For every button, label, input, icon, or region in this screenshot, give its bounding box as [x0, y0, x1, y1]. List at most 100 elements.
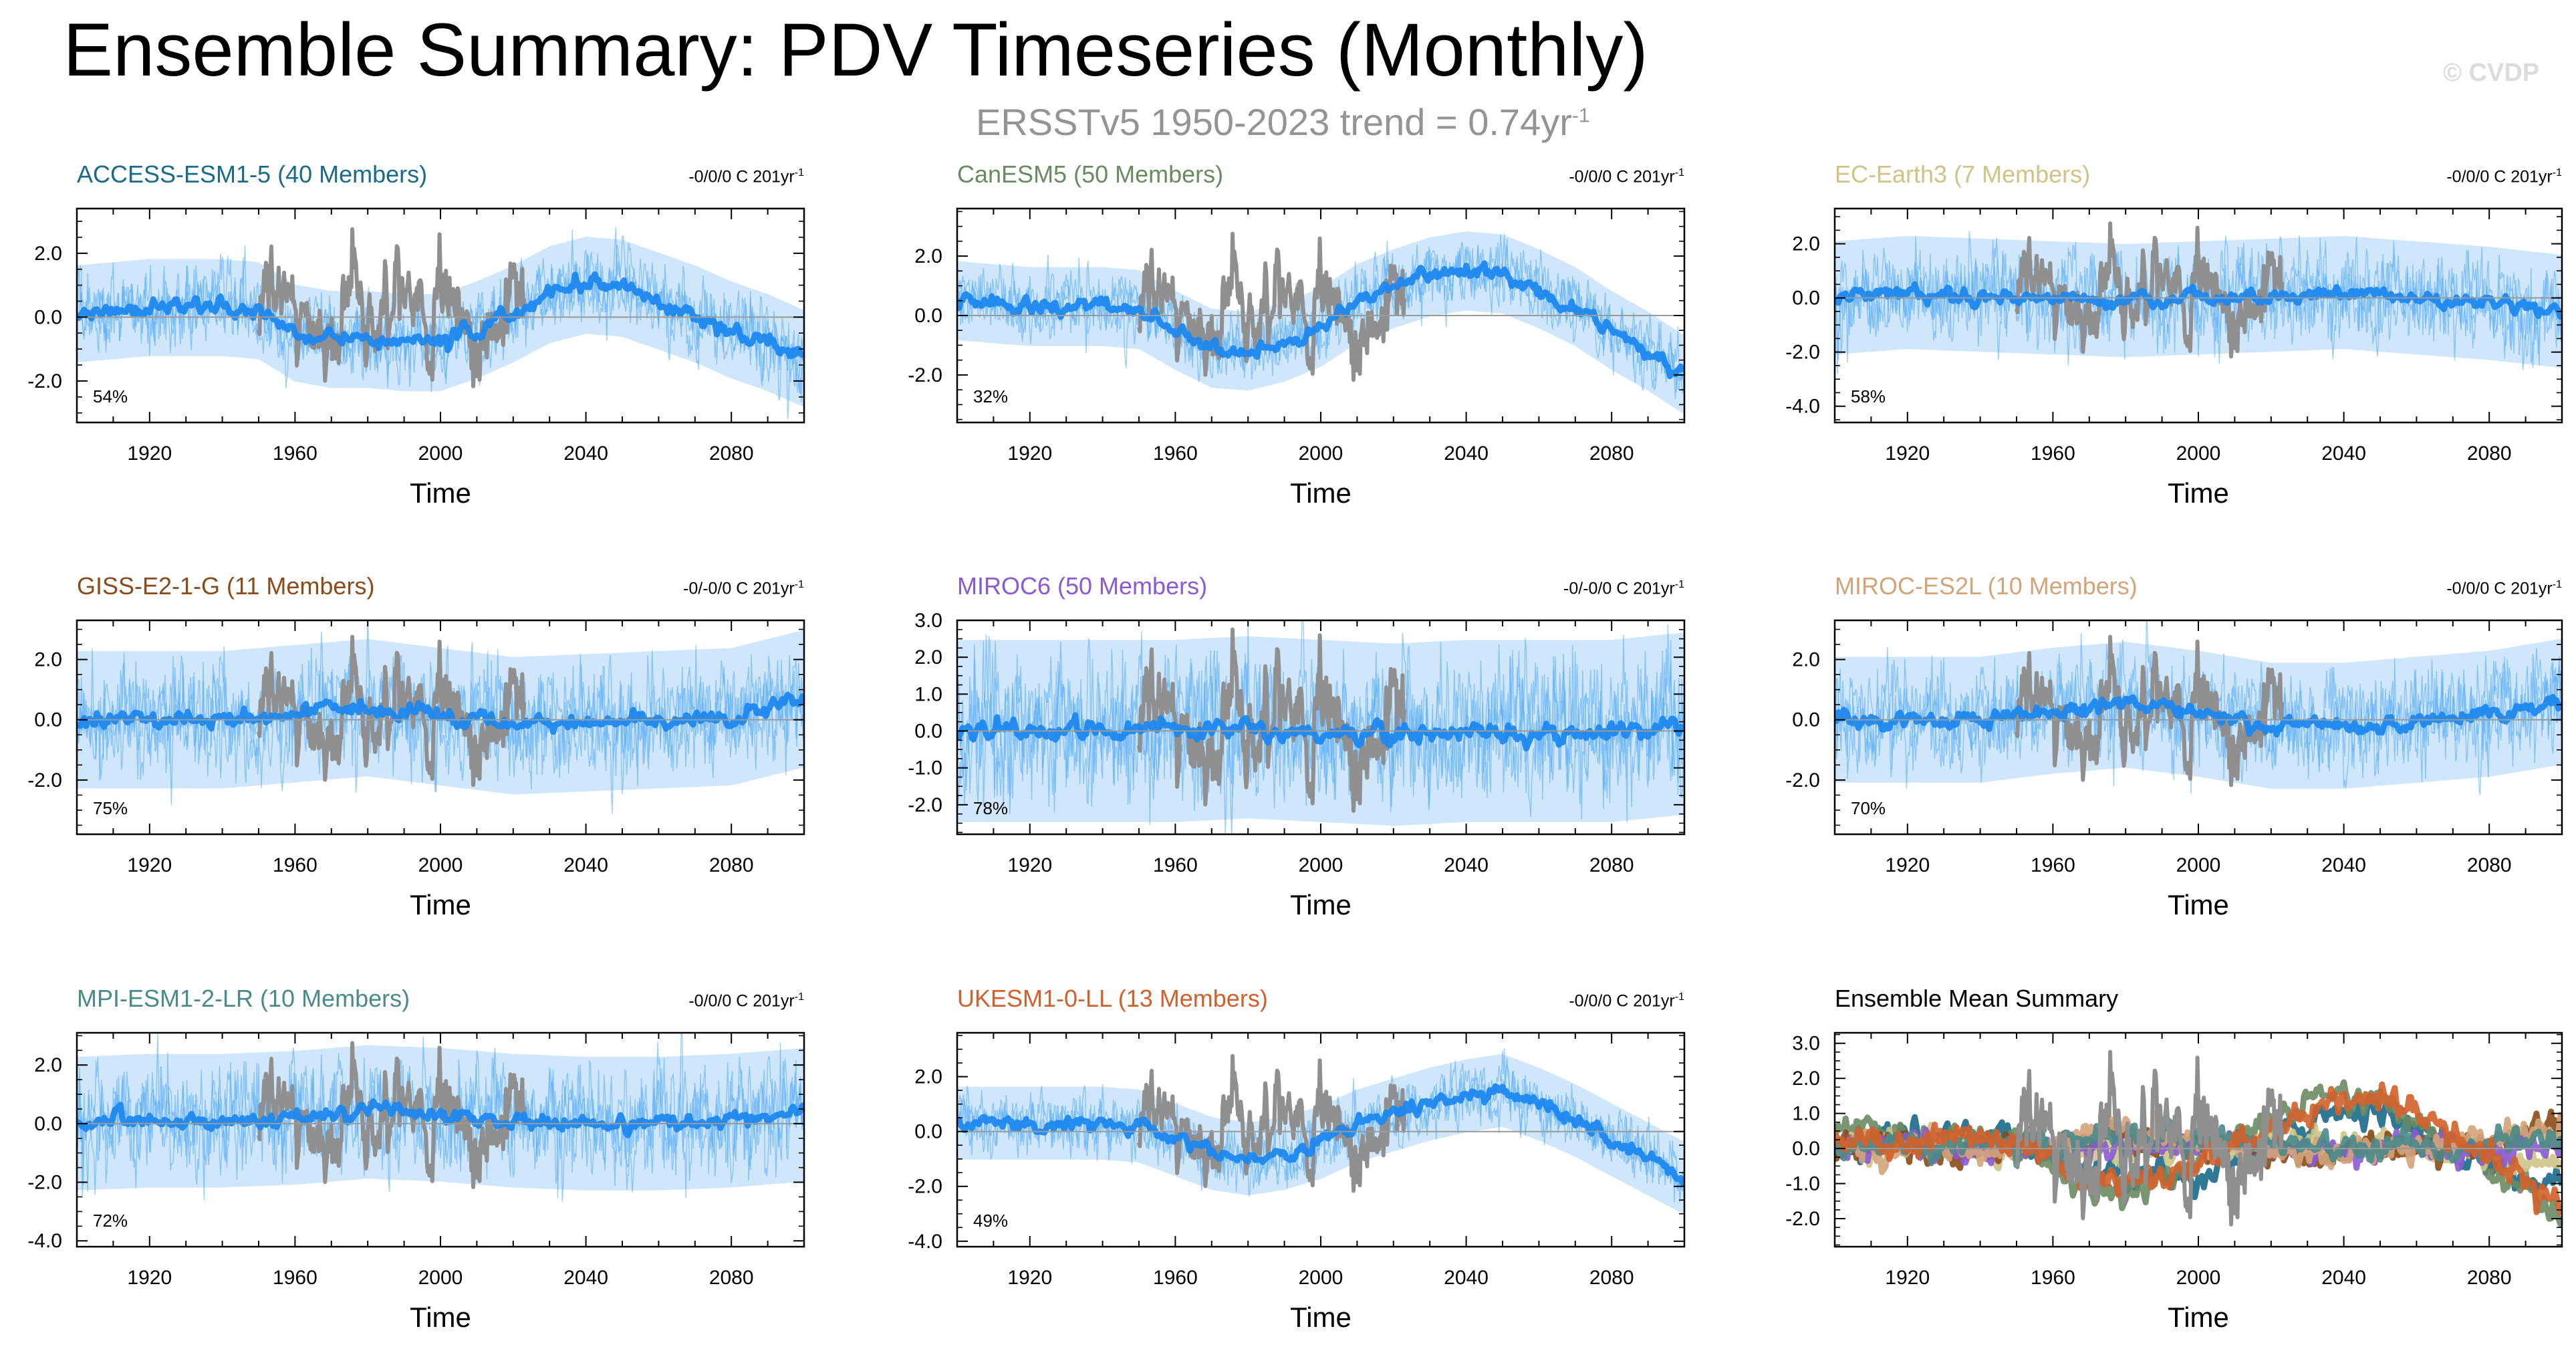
panel-title: UKESM1-0-LL (13 Members) — [957, 985, 1268, 1012]
x-tick-label: 2000 — [2176, 1267, 2221, 1289]
x-axis-label: Time — [1290, 477, 1351, 509]
x-tick-label: 2080 — [2467, 1267, 2512, 1289]
x-tick-label: 2000 — [418, 1267, 463, 1289]
y-tick-label: -4.0 — [908, 1231, 942, 1253]
percent-label: 32% — [973, 386, 1008, 406]
plot-area — [957, 1048, 1684, 1215]
plot-area — [1835, 1050, 2562, 1228]
summary-observation-line — [2015, 1050, 2285, 1227]
x-tick-label: 2000 — [418, 443, 463, 465]
panel-trend-text: -0/-0/0 C 201yr — [683, 579, 795, 598]
y-tick-label: -2.0 — [27, 1172, 62, 1194]
range-shading — [1835, 235, 2562, 368]
x-tick-label: 2000 — [418, 854, 463, 876]
y-tick-label: 2.0 — [1792, 1068, 1820, 1090]
panel-trend-text: -0/0/0 C 201yr — [688, 991, 795, 1011]
panel-title: ACCESS-ESM1-5 (40 Members) — [77, 160, 428, 188]
plot-area — [77, 620, 804, 814]
observation-line — [257, 1041, 527, 1189]
observation-line — [1137, 1054, 1407, 1193]
panel-trend-text: -0/0/0 C 201yr — [1569, 167, 1675, 187]
panel-trend-superscript: -1 — [1674, 991, 1684, 1003]
y-tick-label: 2.0 — [34, 1054, 62, 1076]
y-tick-label: 2.0 — [1792, 649, 1820, 671]
x-tick-label: 2040 — [563, 1267, 608, 1289]
panel-trend-text: -0/0/0 C 201yr — [1569, 991, 1675, 1011]
observation-line — [257, 227, 527, 388]
x-tick-label: 2040 — [563, 443, 608, 465]
x-tick-label: 2080 — [1589, 854, 1634, 876]
x-tick-label: 1960 — [1153, 854, 1198, 876]
panel-trend: -0/-0/0 C 201yr-1 — [1563, 579, 1684, 598]
x-tick-label: 1960 — [273, 1267, 317, 1289]
x-axis-label: Time — [1290, 889, 1351, 920]
x-tick-label: 1920 — [1885, 443, 1930, 465]
ensemble-mean-line — [77, 271, 804, 360]
x-tick-label: 2080 — [1589, 443, 1634, 465]
percent-label: 72% — [93, 1211, 128, 1231]
ensemble-mean-line — [1835, 694, 2562, 738]
x-axis-label: Time — [2168, 889, 2229, 920]
x-tick-label: 1960 — [2031, 443, 2075, 465]
y-tick-label: 0.0 — [1792, 287, 1820, 310]
x-tick-label: 1920 — [127, 1267, 172, 1289]
panel-title: MIROC-ES2L (10 Members) — [1835, 572, 2138, 600]
plot-area — [957, 231, 1684, 414]
x-tick-label: 2000 — [1299, 854, 1343, 876]
x-tick-label: 1920 — [1007, 854, 1052, 876]
y-tick-label: 2.0 — [34, 649, 62, 671]
chart-panel-1: 1920 1960 2000 2040 2080 -2.0 0.0 2.0 Time 32% — [908, 207, 1686, 509]
panel-trend-superscript: -1 — [794, 579, 804, 590]
x-tick-label: 2000 — [2176, 854, 2221, 876]
x-tick-label: 2080 — [2467, 854, 2512, 876]
x-tick-label: 2040 — [2321, 854, 2366, 876]
ensemble-mean-line — [957, 1083, 1684, 1186]
chart-panel-5: 1920 1960 2000 2040 2080 -2.0 0.0 2.0 Time 70% — [1785, 619, 2563, 920]
panel-title: MIROC6 (50 Members) — [957, 572, 1208, 600]
y-tick-label: 0.0 — [914, 721, 942, 743]
observation-trend-label: ERSSTv5 1950-2023 trend = 0.74yr-1 — [976, 100, 1590, 144]
chart-panel-0: 1920 1960 2000 2040 2080 -2.0 0.0 2.0 Time 54% — [27, 207, 805, 509]
panel-title: MPI-ESM1-2-LR (10 Members) — [77, 985, 410, 1012]
x-axis-label: Time — [410, 477, 471, 509]
y-tick-label: -2.0 — [908, 364, 942, 386]
panel-trend-superscript: -1 — [1674, 167, 1684, 178]
panel-trend: -0/0/0 C 201yr-1 — [1569, 167, 1684, 187]
y-tick-label: 0.0 — [34, 306, 62, 328]
y-tick-label: -1.0 — [908, 757, 942, 779]
x-axis-label: Time — [2168, 1302, 2229, 1333]
summary-line-ukesm1-0-ll — [1835, 1081, 2562, 1216]
panel-title: EC-Earth3 (7 Members) — [1835, 160, 2091, 188]
x-tick-label: 1920 — [127, 443, 172, 465]
y-tick-label: 0.0 — [34, 1113, 62, 1135]
percent-label: 49% — [973, 1211, 1008, 1231]
y-tick-label: 0.0 — [914, 1121, 942, 1143]
panel-trend: -0/0/0 C 201yr-1 — [2446, 579, 2562, 598]
y-tick-label: -4.0 — [27, 1230, 62, 1252]
panel-title: CanESM5 (50 Members) — [957, 160, 1224, 188]
y-tick-label: 2.0 — [34, 243, 62, 265]
chart-panel-4: 1920 1960 2000 2040 2080 -2.0 -1.0 0.0 1.0 2.0 3.0… — [908, 610, 1686, 920]
y-tick-label: 2.0 — [914, 1066, 942, 1088]
panel-trend-superscript: -1 — [2552, 167, 2562, 178]
x-tick-label: 1960 — [2031, 1267, 2075, 1289]
x-tick-label: 2080 — [709, 1267, 754, 1289]
panel-trend-text: -0/0/0 C 201yr — [688, 167, 795, 187]
ensemble-mean-line — [957, 260, 1684, 380]
panel-trend-superscript: -1 — [794, 991, 804, 1003]
y-tick-label: -2.0 — [1785, 769, 1820, 791]
plot-area — [77, 1033, 804, 1202]
x-tick-label: 1920 — [1007, 443, 1052, 465]
y-tick-label: -2.0 — [1785, 342, 1820, 364]
chart-panel-8: 1920 1960 2000 2040 2080 -2.0 -1.0 0.0 1.0 2.0 3.0… — [1785, 1031, 2563, 1333]
y-tick-label: -1.0 — [1785, 1173, 1820, 1195]
plot-area — [1835, 221, 2562, 374]
x-tick-label: 1920 — [1007, 1267, 1052, 1289]
x-tick-label: 2000 — [1299, 443, 1343, 465]
y-tick-label: 0.0 — [1792, 709, 1820, 731]
percent-label: 58% — [1851, 386, 1886, 406]
panel-trend: -0/0/0 C 201yr-1 — [2446, 167, 2562, 187]
x-tick-label: 2080 — [2467, 443, 2512, 465]
